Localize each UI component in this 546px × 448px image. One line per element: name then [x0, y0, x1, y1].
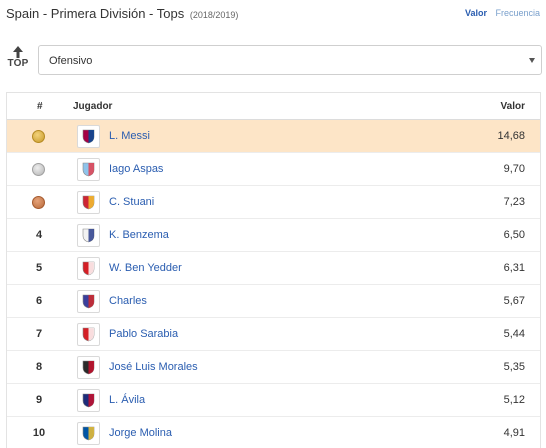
top-icon: TOP	[6, 46, 30, 72]
club-crest-icon	[77, 125, 100, 148]
crest-shield-icon	[82, 129, 95, 144]
player-name-link[interactable]: K. Benzema	[109, 229, 169, 241]
category-select-value: Ofensivo	[49, 55, 93, 67]
crest-shield-icon	[82, 162, 95, 177]
player-value: 5,67	[503, 295, 525, 307]
page-header: Spain - Primera División - Tops (2018/20…	[6, 6, 540, 26]
table-row[interactable]: 7 Pablo Sarabia 5,44	[7, 318, 540, 351]
column-header-rank: #	[37, 101, 43, 112]
player-value: 6,50	[503, 229, 525, 241]
crest-shield-icon	[82, 327, 95, 342]
title-text: Spain - Primera División - Tops	[6, 6, 185, 21]
table-header: # Jugador Valor	[7, 93, 540, 120]
table-row[interactable]: L. Messi 14,68	[7, 120, 540, 153]
rank-number: 6	[35, 295, 43, 307]
crest-shield-icon	[82, 360, 95, 375]
up-arrow-icon	[13, 46, 23, 58]
rank-number: 9	[35, 394, 43, 406]
club-crest-icon	[77, 191, 100, 214]
player-value: 5,12	[503, 394, 525, 406]
player-value: 7,23	[503, 196, 525, 208]
table-row[interactable]: 9 L. Ávila 5,12	[7, 384, 540, 417]
crest-shield-icon	[82, 294, 95, 309]
player-value: 4,91	[503, 427, 525, 439]
table-row[interactable]: 5 W. Ben Yedder 6,31	[7, 252, 540, 285]
table-row[interactable]: C. Stuani 7,23	[7, 186, 540, 219]
player-value: 5,35	[503, 361, 525, 373]
player-name-link[interactable]: C. Stuani	[109, 196, 155, 208]
player-value: 5,44	[503, 328, 525, 340]
player-name-link[interactable]: L. Messi	[109, 130, 150, 142]
player-value: 14,68	[497, 130, 525, 142]
player-name-link[interactable]: Jorge Molina	[109, 427, 172, 439]
table-body: L. Messi 14,68 Iago Aspas 9,70 C. Stuani 7,23…	[7, 120, 540, 448]
column-header-player: Jugador	[73, 101, 113, 112]
player-name-link[interactable]: Iago Aspas	[109, 163, 164, 175]
top-label: TOP	[7, 58, 29, 69]
club-crest-icon	[77, 290, 100, 313]
player-value: 6,31	[503, 262, 525, 274]
club-crest-icon	[77, 356, 100, 379]
player-value: 9,70	[503, 163, 525, 175]
player-name-link[interactable]: Pablo Sarabia	[109, 328, 179, 340]
table-row[interactable]: 6 Charles 5,67	[7, 285, 540, 318]
club-crest-icon	[77, 158, 100, 181]
chevron-down-icon	[529, 58, 535, 63]
club-crest-icon	[77, 257, 100, 280]
mode-toggle: Valor Frecuencia	[459, 8, 540, 18]
season-label: (2018/2019)	[189, 10, 239, 20]
crest-shield-icon	[82, 393, 95, 408]
table-row[interactable]: 8 José Luis Morales 5,35	[7, 351, 540, 384]
ranking-table: # Jugador Valor L. Messi 14,68 Iago Aspas 9…	[6, 92, 541, 448]
crest-shield-icon	[82, 228, 95, 243]
table-row[interactable]: 4 K. Benzema 6,50	[7, 219, 540, 252]
gold-medal-icon	[32, 130, 45, 143]
silver-medal-icon	[32, 163, 45, 176]
club-crest-icon	[77, 224, 100, 247]
player-name-link[interactable]: L. Ávila	[109, 394, 146, 406]
rank-number: 10	[32, 427, 46, 439]
mode-frecuencia-link[interactable]: Frecuencia	[495, 8, 540, 18]
player-name-link[interactable]: José Luis Morales	[109, 361, 198, 373]
club-crest-icon	[77, 422, 100, 445]
category-select[interactable]: Ofensivo	[38, 45, 542, 75]
table-row[interactable]: Iago Aspas 9,70	[7, 153, 540, 186]
club-crest-icon	[77, 389, 100, 412]
crest-shield-icon	[82, 195, 95, 210]
rank-number: 5	[35, 262, 43, 274]
crest-shield-icon	[82, 426, 95, 441]
column-header-value[interactable]: Valor	[500, 101, 525, 112]
player-name-link[interactable]: W. Ben Yedder	[109, 262, 182, 274]
bronze-medal-icon	[32, 196, 45, 209]
club-crest-icon	[77, 323, 100, 346]
rank-number: 4	[35, 229, 43, 241]
mode-valor-link[interactable]: Valor	[464, 8, 487, 18]
player-name-link[interactable]: Charles	[109, 295, 147, 307]
crest-shield-icon	[82, 261, 95, 276]
rank-number: 8	[35, 361, 43, 373]
page-title: Spain - Primera División - Tops (2018/20…	[6, 6, 238, 21]
table-row[interactable]: 10 Jorge Molina 4,91	[7, 417, 540, 448]
rank-number: 7	[35, 328, 43, 340]
